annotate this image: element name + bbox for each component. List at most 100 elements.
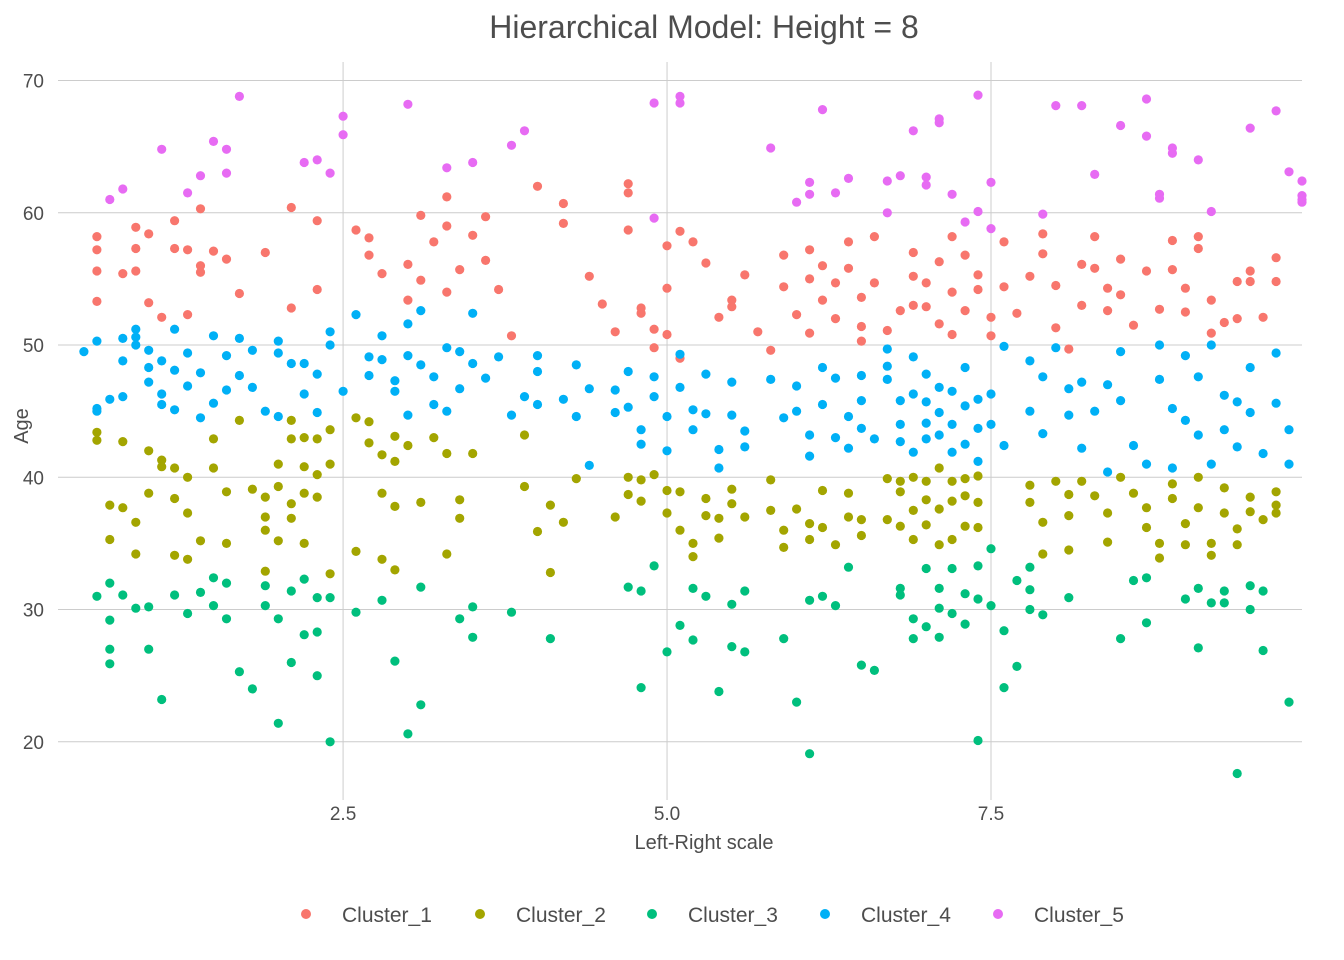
data-point [1167, 463, 1177, 473]
data-point [1064, 384, 1074, 394]
data-point [273, 336, 283, 346]
data-point [558, 394, 569, 404]
data-point [584, 460, 594, 470]
data-point [714, 444, 724, 455]
data-point [856, 292, 867, 302]
data-point [1141, 459, 1152, 469]
data-point [999, 440, 1009, 451]
data-point [429, 237, 439, 247]
data-point [1193, 243, 1203, 254]
data-point [1180, 351, 1190, 361]
data-point [273, 411, 283, 422]
data-point [118, 333, 128, 343]
data-point [805, 451, 815, 461]
data-point [416, 275, 426, 285]
data-point [532, 526, 543, 537]
data-point [105, 194, 115, 205]
data-point [1167, 143, 1177, 153]
legend-label: Cluster_1 [342, 904, 432, 927]
data-point [273, 614, 283, 624]
legend-marker [301, 909, 311, 919]
data-point [1077, 300, 1087, 310]
data-point [286, 303, 296, 313]
data-point [1206, 459, 1216, 469]
data-point [805, 274, 815, 284]
data-point [960, 362, 970, 373]
data-point [131, 549, 141, 559]
data-point [131, 243, 141, 254]
data-point [817, 522, 828, 533]
data-point [195, 267, 206, 277]
data-point [468, 230, 478, 240]
data-point [960, 589, 970, 599]
data-point [1090, 406, 1100, 416]
data-point [1116, 634, 1126, 644]
data-point [1206, 550, 1216, 560]
data-point [1141, 131, 1152, 141]
data-point [286, 499, 296, 509]
data-point [377, 554, 387, 564]
data-point [144, 345, 154, 355]
data-point [1284, 425, 1294, 435]
data-point [571, 411, 581, 422]
data-point [131, 266, 141, 276]
legend-label: Cluster_3 [688, 904, 778, 927]
data-point [1167, 479, 1177, 489]
data-point [1180, 594, 1190, 604]
data-point [623, 472, 633, 482]
data-point [636, 475, 646, 485]
data-point [312, 155, 322, 165]
data-point [1245, 492, 1255, 502]
data-point [973, 456, 983, 466]
data-point [157, 144, 167, 154]
data-point [273, 718, 283, 728]
data-point [195, 536, 206, 546]
data-point [636, 586, 646, 596]
data-point [221, 578, 232, 588]
data-point [714, 686, 724, 697]
data-point [1193, 643, 1203, 653]
data-point [1167, 235, 1177, 246]
legend-marker [475, 909, 485, 919]
data-point [1258, 312, 1268, 322]
data-point [442, 287, 452, 297]
data-point [1128, 320, 1139, 330]
data-point [312, 434, 322, 444]
data-point [1232, 540, 1242, 550]
data-point [1245, 604, 1255, 615]
data-point [221, 168, 232, 178]
data-point [234, 288, 244, 299]
data-point [662, 241, 672, 251]
data-point [170, 405, 180, 415]
data-point [118, 269, 128, 279]
data-point [779, 413, 789, 423]
data-point [623, 188, 633, 198]
data-point [455, 513, 465, 523]
legend-marker [993, 909, 1003, 919]
legend: Cluster_1 Cluster_2 Cluster_3 Cluster_4 Clus… [301, 904, 1124, 927]
data-point [934, 632, 944, 642]
data-point [908, 271, 918, 281]
data-point [779, 250, 789, 260]
data-point [649, 324, 659, 334]
data-point [817, 591, 828, 601]
data-point [675, 98, 685, 108]
data-point [519, 126, 530, 136]
data-point [921, 520, 931, 530]
data-point [170, 216, 180, 226]
data-point [1193, 503, 1203, 513]
data-point [1284, 167, 1294, 177]
data-point [986, 177, 996, 187]
data-point [1206, 598, 1216, 608]
data-point [325, 569, 335, 579]
data-point [1038, 429, 1048, 439]
data-point [416, 210, 426, 220]
data-point [157, 455, 167, 465]
data-point [1154, 304, 1165, 314]
data-point [221, 144, 232, 154]
data-point [1245, 123, 1255, 133]
data-point [351, 546, 361, 557]
data-point [688, 552, 698, 562]
data-point [1154, 538, 1165, 549]
data-point [312, 216, 322, 226]
